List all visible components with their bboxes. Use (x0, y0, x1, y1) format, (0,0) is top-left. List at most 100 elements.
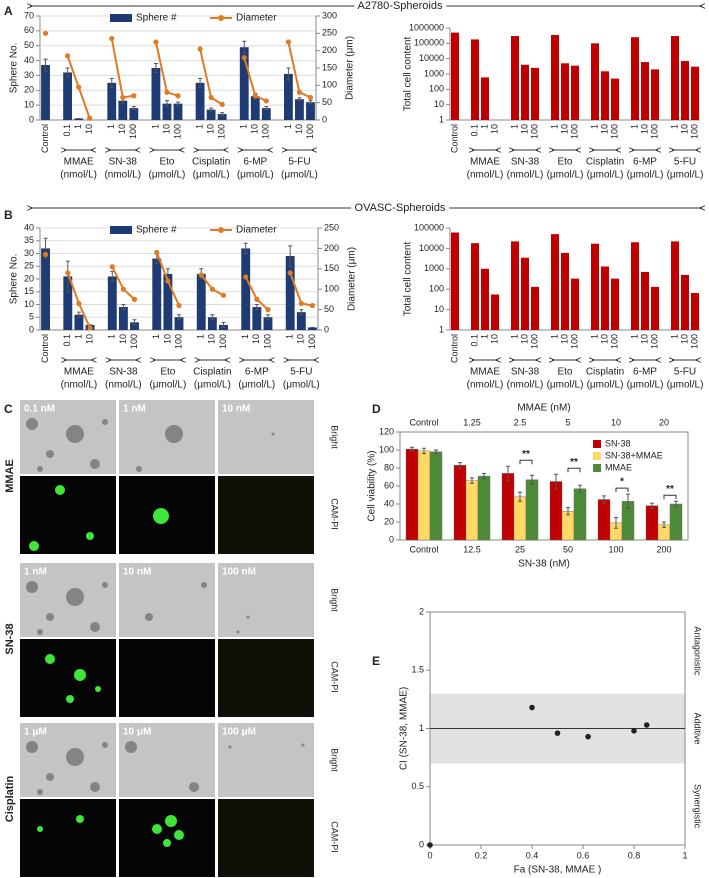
x-tick-label: 1 (196, 334, 206, 339)
x-tick-label: 1 (285, 334, 295, 339)
x-tick-label: 1 (240, 334, 250, 339)
bar (561, 252, 569, 330)
live-cell (45, 654, 55, 664)
group-unit: (μmol/L) (627, 380, 664, 391)
channel-label: Bright (330, 425, 340, 449)
group-name: 6-MP (633, 157, 657, 168)
cell-cluster (26, 741, 38, 753)
bar (118, 307, 128, 330)
x-tick-label: 100 (529, 124, 539, 139)
x-tick-label: 100 (649, 334, 659, 349)
bar (465, 480, 479, 541)
x-tick-label: 1 (107, 334, 117, 339)
x-tick-label: 100 (529, 334, 539, 349)
group-name: Eto (159, 157, 174, 168)
x-tick-label: 200 (656, 544, 671, 554)
channel-label: CAM-PI (330, 498, 340, 530)
line-point (208, 94, 214, 101)
line-point (307, 94, 314, 101)
bar (573, 488, 587, 541)
bar (196, 273, 206, 330)
line-point (254, 296, 260, 302)
live-cell (152, 824, 162, 834)
significance-bracket (615, 487, 629, 493)
bar (261, 108, 271, 120)
error-bar (674, 500, 678, 508)
bar (162, 103, 172, 120)
y-tick-label: 250 (322, 28, 337, 38)
group-unit: (μmol/L) (587, 170, 624, 181)
cell-cluster (90, 459, 100, 469)
line-point (197, 46, 203, 52)
live-cell (174, 830, 184, 840)
bright-image (119, 723, 215, 797)
x-tick-label: 10 (294, 124, 304, 134)
group-name: 5-FU (290, 367, 312, 378)
group-unit: (μmol/L) (238, 380, 275, 391)
top-tick-label: 2.5 (514, 417, 527, 427)
bar (263, 317, 273, 330)
error-bar (131, 106, 136, 111)
x-tick-label: 0.6 (577, 850, 590, 860)
dose-label: 100 nM (222, 567, 256, 578)
panel-header: A2780-Spheroids (357, 0, 443, 12)
y-tick-label: 50 (324, 304, 334, 314)
x-tick-label: 10 (84, 334, 94, 344)
bar (107, 82, 117, 120)
bar (611, 278, 619, 330)
panel-label: A (4, 4, 13, 18)
x-tick-label: 10 (162, 334, 172, 344)
error-bar (164, 100, 169, 108)
group-name: SN-38 (109, 367, 138, 378)
channel-label: Bright (330, 748, 340, 772)
live-cell (37, 826, 43, 832)
x-tick-label: 1 (549, 334, 559, 339)
x-tick-label: 10 (161, 124, 171, 134)
group-unit: (nmol/L) (467, 170, 504, 181)
error-bar (264, 106, 269, 111)
channel-label: Bright (330, 588, 340, 612)
x-tick-label: 1 (73, 334, 83, 339)
cell-cluster (102, 419, 108, 425)
group-name: SN-38 (511, 157, 540, 168)
group-name: SN-38 (109, 157, 138, 168)
group-unit: (nmol/L) (61, 380, 98, 391)
error-bar (578, 484, 582, 493)
x-tick-label: 100 (172, 124, 182, 139)
bar (591, 43, 599, 121)
error-bar (308, 100, 313, 105)
x-tick-label: 1 (682, 850, 687, 860)
bar (453, 465, 467, 541)
x-tick-label: 10 (679, 334, 689, 344)
dose-label: 1 nM (24, 567, 47, 578)
group-unit: (nmol/L) (507, 380, 544, 391)
bar (645, 505, 659, 541)
line-point (154, 249, 160, 256)
y-tick-label: 1 (439, 324, 444, 334)
bar (74, 314, 84, 330)
x-tick-label: 1 (509, 334, 519, 339)
cell-cluster (125, 741, 137, 753)
error-bar (220, 112, 225, 117)
group-unit: (nmol/L) (105, 380, 142, 391)
y-tick-label: 40 (384, 498, 394, 508)
dose-label: 10 μM (123, 727, 151, 738)
bar (641, 271, 649, 330)
y-tick-label: 15 (24, 286, 34, 296)
bar (477, 475, 491, 541)
y-tick-label: 0 (419, 839, 424, 849)
error-bar (176, 101, 180, 106)
cell-cluster (37, 629, 43, 635)
bar (471, 243, 479, 330)
error-bar (626, 493, 630, 509)
line-point (65, 270, 71, 276)
bar (525, 479, 539, 541)
dose-label: 0.1 nM (24, 404, 55, 415)
bar (417, 450, 431, 541)
panel-label: C (4, 402, 13, 416)
x-tick-label: 10 (118, 334, 128, 344)
cell-cluster (228, 745, 232, 749)
y-tick-label: 1 (419, 723, 424, 733)
error-bar (554, 473, 558, 490)
